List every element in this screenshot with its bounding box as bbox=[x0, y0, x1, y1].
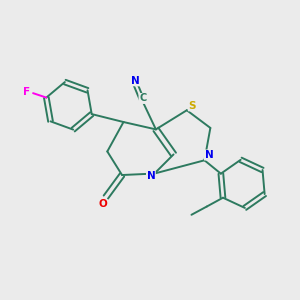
Text: C: C bbox=[139, 94, 146, 103]
Text: N: N bbox=[131, 76, 140, 86]
Text: S: S bbox=[188, 101, 196, 111]
Text: O: O bbox=[98, 200, 107, 209]
Text: F: F bbox=[23, 87, 30, 97]
Text: N: N bbox=[146, 172, 155, 182]
Text: N: N bbox=[205, 150, 213, 160]
